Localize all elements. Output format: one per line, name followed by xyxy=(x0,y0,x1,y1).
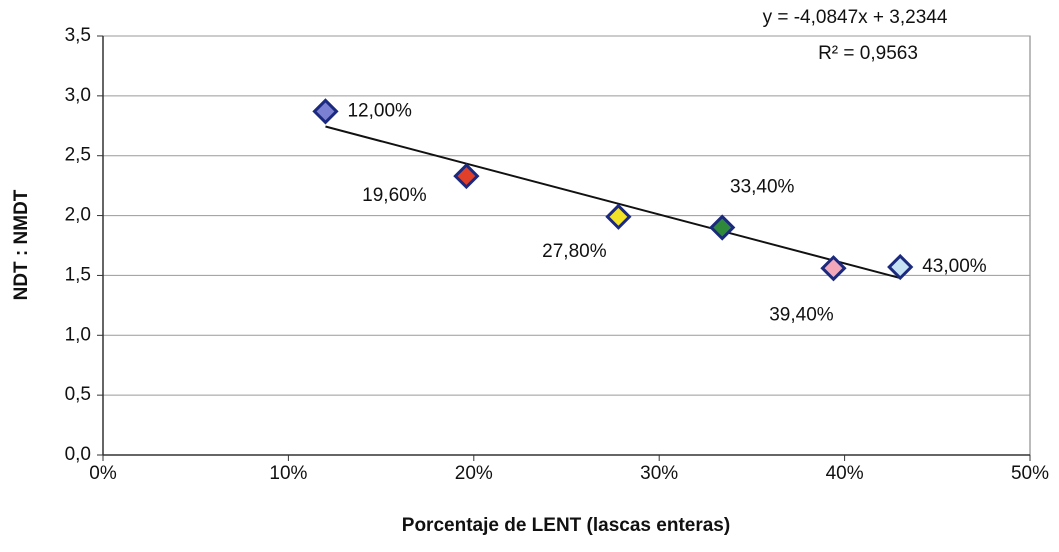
y-tick-label: 1,0 xyxy=(65,324,91,345)
data-label: 43,00% xyxy=(922,256,987,277)
point xyxy=(709,214,736,241)
data-label: 19,60% xyxy=(362,185,427,206)
y-tick-label: 3,0 xyxy=(65,85,91,106)
y-tick-label: 2,5 xyxy=(65,145,91,166)
point xyxy=(312,98,339,125)
point xyxy=(820,255,847,282)
data-label: 39,40% xyxy=(769,304,834,325)
x-tick-label: 50% xyxy=(1011,463,1049,484)
x-tick-label: 40% xyxy=(826,463,864,484)
point xyxy=(453,162,480,190)
point xyxy=(605,203,632,230)
y-tick-label: 0,0 xyxy=(65,444,91,465)
r-squared: R² = 0,9563 xyxy=(818,43,918,64)
point xyxy=(887,253,914,281)
x-tick-label: 30% xyxy=(640,463,678,484)
x-tick-label: 20% xyxy=(455,463,493,484)
x-tick-label: 0% xyxy=(89,463,117,484)
data-label: 33,40% xyxy=(730,177,795,198)
x-tick-label: 10% xyxy=(269,463,307,484)
y-axis-title: NDT : NMDT xyxy=(11,189,32,300)
y-tick-label: 3,5 xyxy=(65,25,91,46)
y-tick-label: 0,5 xyxy=(65,384,91,405)
x-axis-title: Porcentaje de LENT (lascas enteras) xyxy=(402,515,730,536)
y-tick-label: 1,5 xyxy=(65,264,91,285)
trendline xyxy=(325,125,901,280)
trend-equation: y = -4,0847x + 3,2344 xyxy=(763,7,948,28)
y-tick-label: 2,0 xyxy=(65,205,91,226)
data-label: 27,80% xyxy=(542,241,607,262)
data-label: 12,00% xyxy=(347,100,412,121)
